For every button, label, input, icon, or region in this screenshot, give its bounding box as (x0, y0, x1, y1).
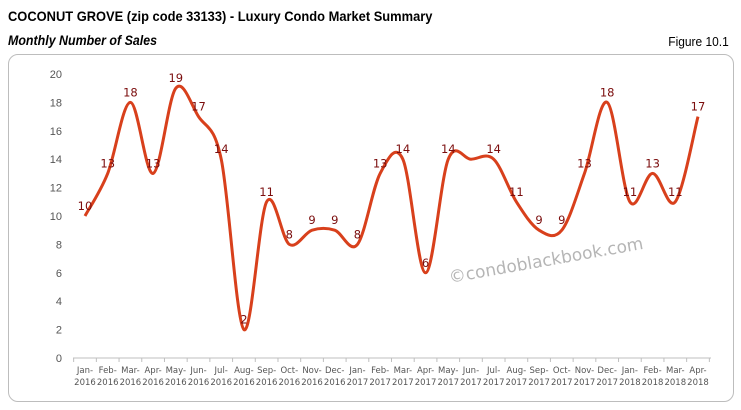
x-tick-label: Jan-2018 (619, 366, 641, 388)
x-tick-label: Mar-2018 (664, 366, 686, 388)
data-label: 19 (168, 71, 183, 85)
x-tick-label: Mar-2017 (392, 366, 414, 388)
data-label: 13 (373, 156, 388, 170)
y-tick-label: 10 (50, 211, 62, 223)
data-label: 9 (331, 213, 338, 227)
y-tick-label: 14 (50, 154, 62, 166)
y-tick-label: 20 (50, 69, 62, 81)
data-label: 14 (486, 142, 501, 156)
x-tick-label: May-2017 (437, 366, 459, 388)
x-tick-label: Dec-2017 (596, 366, 618, 388)
x-tick-label: Dec-2016 (324, 366, 346, 388)
data-label: 8 (354, 227, 361, 241)
x-tick-label: Feb-2016 (97, 366, 119, 388)
x-tick-label: Feb-2018 (642, 366, 664, 388)
data-label: 14 (441, 142, 456, 156)
data-label: 13 (577, 156, 592, 170)
data-label: 13 (146, 156, 161, 170)
y-tick-label: 4 (56, 296, 62, 308)
y-tick-label: 12 (50, 183, 62, 195)
series-line (83, 84, 700, 332)
data-label: 9 (308, 213, 315, 227)
x-tick-label: Jul-2016 (210, 366, 232, 388)
data-label: 14 (214, 142, 229, 156)
x-tick-label: Jan-2017 (347, 366, 369, 388)
data-label: 11 (623, 185, 638, 199)
x-tick-label: Nov-2017 (574, 366, 596, 388)
data-label: 11 (259, 185, 274, 199)
y-tick-label: 6 (56, 268, 62, 280)
data-label: 2 (240, 313, 247, 327)
x-tick-label: Aug-2017 (506, 366, 528, 388)
data-label: 11 (668, 185, 683, 199)
data-label: 13 (645, 156, 660, 170)
x-tick-label: Oct-2016 (279, 366, 301, 388)
data-label: 11 (509, 185, 524, 199)
x-tick-label: Jun-2016 (188, 366, 210, 388)
data-label: 13 (100, 156, 115, 170)
data-label: 10 (78, 199, 93, 213)
y-tick-label: 18 (50, 97, 62, 109)
chart-frame (8, 54, 734, 402)
data-label: 17 (691, 100, 706, 114)
x-tick-label: Oct-2017 (551, 366, 573, 388)
page-title: COCONUT GROVE (zip code 33133) - Luxury … (8, 8, 433, 24)
data-label: 18 (123, 85, 138, 99)
figure-number: Figure 10.1 (668, 34, 729, 49)
data-label: 18 (600, 85, 615, 99)
data-label: 6 (422, 256, 429, 270)
y-tick-label: 16 (50, 126, 62, 138)
x-tick-label: Nov-2016 (301, 366, 323, 388)
data-label: 9 (558, 213, 565, 227)
chart-subtitle: Monthly Number of Sales (8, 33, 158, 48)
data-label: 8 (286, 227, 293, 241)
x-tick-label: Apr-2017 (415, 366, 437, 388)
x-tick-label: Feb-2017 (369, 366, 391, 388)
x-tick-label: May-2016 (165, 366, 187, 388)
x-tick-label: Aug-2016 (233, 366, 255, 388)
x-tick-label: Apr-2016 (142, 366, 164, 388)
data-label: 17 (191, 100, 206, 114)
x-tick-label: Mar-2016 (120, 366, 142, 388)
x-tick-label: Sep-2016 (256, 366, 278, 388)
y-tick-label: 8 (56, 239, 62, 251)
y-tick-label: 0 (56, 353, 62, 365)
watermark: ©condoblackbook.com (447, 234, 644, 288)
x-tick-label: Jul-2017 (483, 366, 505, 388)
data-label: 14 (396, 142, 411, 156)
data-label: 9 (535, 213, 542, 227)
x-tick-label: Sep-2017 (528, 366, 550, 388)
x-tick-label: Apr-2018 (687, 366, 709, 388)
y-tick-label: 2 (56, 325, 62, 337)
x-tick-label: Jan-2016 (74, 366, 96, 388)
x-tick-label: Jun-2017 (460, 366, 482, 388)
